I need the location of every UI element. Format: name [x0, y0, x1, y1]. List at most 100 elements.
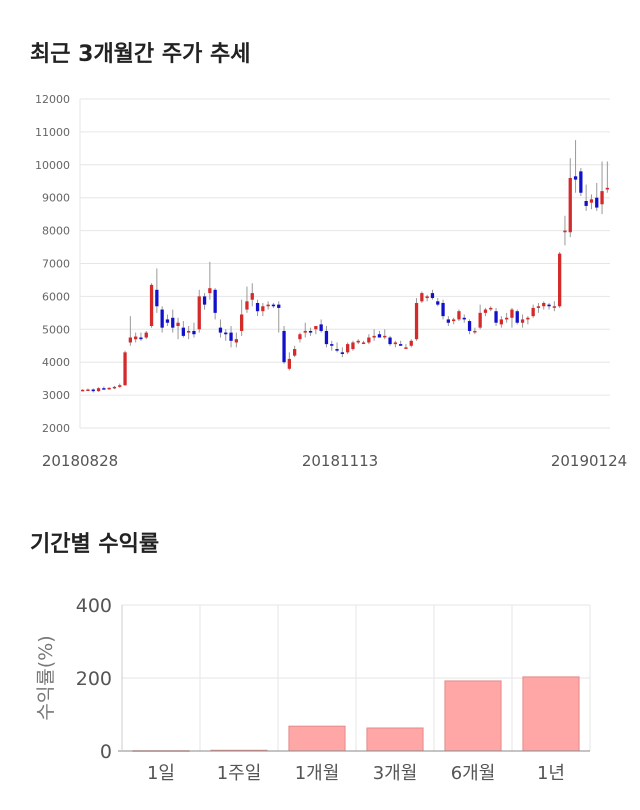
- candle-body: [425, 296, 429, 299]
- candle-body: [573, 176, 578, 180]
- candle-body: [467, 321, 472, 331]
- price-candlestick-chart: 2000 3000 4000 5000 6000 7000 8000 9000 10000 110…: [35, 93, 627, 470]
- returns-y-axis-label: 수익률(%): [35, 635, 57, 720]
- candle-body: [377, 334, 382, 338]
- returns-bar: [366, 727, 424, 752]
- candle-body: [579, 171, 583, 193]
- candle-body: [187, 330, 191, 333]
- candle-body: [526, 317, 530, 320]
- candle-body: [520, 319, 525, 323]
- price-trend-title: 최근 3개월간 주가 추세: [30, 42, 251, 67]
- candle-body: [139, 337, 143, 340]
- candle-body: [86, 389, 90, 392]
- candle-body: [558, 253, 562, 307]
- price-x-tick-label: 20181113: [302, 452, 378, 470]
- candle-body: [282, 330, 286, 363]
- candle-body: [330, 344, 334, 346]
- candle-body: [192, 330, 196, 335]
- candle-body: [197, 296, 201, 330]
- candle-body: [452, 319, 456, 322]
- returns-bar: [444, 680, 502, 752]
- price-y-tick-label: 11000: [35, 126, 70, 139]
- candle-body: [234, 339, 238, 343]
- candle-body: [605, 187, 609, 190]
- candle-body: [277, 304, 281, 308]
- returns-y-tick-label: 200: [76, 668, 112, 690]
- candle-body: [515, 311, 519, 323]
- candle-body: [510, 309, 514, 318]
- period-returns-title: 기간별 수익률: [30, 532, 160, 557]
- price-y-tick-label: 2000: [42, 422, 70, 435]
- candle-body: [298, 334, 302, 340]
- candle-body: [441, 302, 445, 317]
- candle-body: [144, 332, 148, 338]
- price-y-tick-label: 7000: [42, 258, 70, 271]
- candle-body: [112, 386, 117, 389]
- returns-y-tick-label: 0: [100, 741, 112, 763]
- returns-x-tick-label: 6개월: [451, 763, 496, 784]
- candle-body: [446, 319, 450, 323]
- returns-x-tick-label: 1년: [537, 763, 565, 784]
- candle-body: [595, 197, 599, 208]
- candle-body: [149, 284, 154, 327]
- candle-body: [356, 340, 360, 343]
- candle-body: [314, 326, 318, 330]
- candle-body: [245, 301, 249, 310]
- candle-body: [213, 289, 217, 313]
- candle-body: [589, 199, 594, 203]
- candle-body: [457, 311, 461, 320]
- candle-body: [202, 296, 207, 305]
- candle-body: [155, 289, 159, 307]
- candle-body: [160, 309, 164, 328]
- candle-body: [123, 352, 127, 386]
- candle-body: [208, 288, 212, 294]
- candle-body: [473, 330, 477, 333]
- candle-body: [552, 306, 556, 308]
- candle-body: [436, 301, 440, 305]
- candle-body: [308, 330, 313, 333]
- candle-body: [505, 317, 509, 320]
- price-y-tick-label: 4000: [42, 356, 70, 369]
- candle-body: [531, 307, 535, 317]
- candle-body: [134, 336, 138, 340]
- candle-body: [600, 191, 604, 205]
- candle-body: [287, 358, 291, 369]
- price-y-tick-label: 9000: [42, 192, 70, 205]
- candle-body: [542, 302, 546, 307]
- candle-body: [266, 304, 270, 307]
- candle-body: [118, 385, 122, 387]
- candle-body: [218, 327, 223, 333]
- candle-body: [319, 324, 323, 331]
- candle-body: [584, 200, 588, 206]
- candle-body: [483, 309, 488, 313]
- candle-body: [181, 327, 185, 336]
- candle-body: [335, 349, 339, 351]
- candle-body: [568, 177, 572, 233]
- price-y-tick-label: 3000: [42, 389, 70, 402]
- returns-x-tick-label: 1주일: [217, 763, 262, 784]
- candle-body: [430, 293, 435, 299]
- candle-body: [361, 342, 366, 344]
- candle-body: [324, 330, 329, 345]
- candle-body: [367, 337, 371, 343]
- candle-body: [372, 335, 376, 338]
- price-y-tick-label: 6000: [42, 290, 70, 303]
- candle-body: [303, 330, 307, 333]
- returns-x-tick-label: 3개월: [373, 763, 418, 784]
- candle-body: [250, 293, 254, 300]
- candle-body: [107, 387, 111, 390]
- candle-body: [261, 306, 265, 312]
- candle-body: [340, 352, 344, 354]
- candle-body: [547, 304, 551, 307]
- candle-body: [81, 389, 85, 392]
- candle-body: [420, 293, 424, 302]
- returns-x-tick-label: 1개월: [295, 763, 340, 784]
- candle-body: [409, 340, 413, 346]
- returns-bar: [522, 676, 580, 752]
- price-x-tick-label: 20180828: [42, 452, 118, 470]
- returns-x-tick-label: 1일: [147, 763, 175, 784]
- candle-body: [499, 319, 503, 325]
- candle-body: [462, 317, 466, 320]
- returns-bar: [288, 725, 346, 752]
